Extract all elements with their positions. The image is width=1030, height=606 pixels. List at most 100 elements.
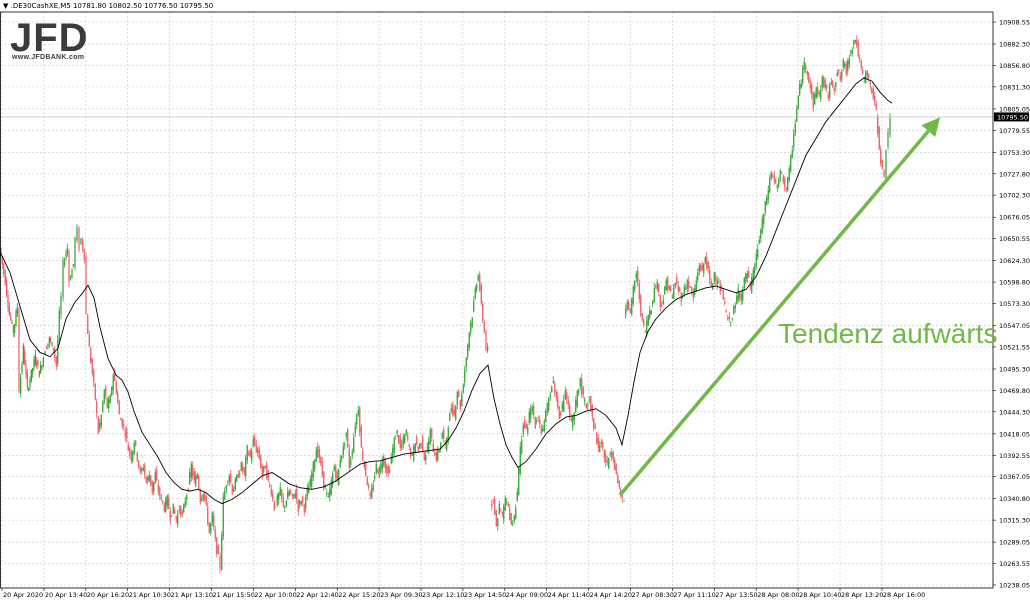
candle-body <box>321 461 323 475</box>
candle-body <box>465 357 467 367</box>
candle-body <box>350 459 352 465</box>
candle-body <box>10 315 12 320</box>
candle-body <box>731 318 733 320</box>
candle-body <box>498 503 500 515</box>
candle-body <box>242 465 244 471</box>
candle-body <box>72 264 74 267</box>
candle-body <box>347 428 349 447</box>
candle-body <box>246 445 248 461</box>
candle-body <box>60 296 62 315</box>
candle-body <box>120 419 122 421</box>
candle-body <box>377 469 379 474</box>
y-tick-label: 10753.30 <box>999 149 1030 157</box>
candle-body <box>231 484 233 495</box>
candle-body <box>405 429 407 435</box>
candle-body <box>157 484 159 492</box>
candle-body <box>649 310 651 318</box>
candle-body <box>575 400 577 412</box>
candle-body <box>806 71 808 75</box>
candle-body <box>558 406 560 419</box>
candle-body <box>854 39 856 42</box>
candle-body <box>44 351 46 355</box>
candle-body <box>443 429 445 440</box>
candle-body <box>371 488 373 498</box>
candle-body <box>82 239 84 250</box>
candle-body <box>387 466 389 474</box>
candle-body <box>305 496 307 508</box>
candle-body <box>860 61 862 68</box>
candle-body <box>285 500 287 506</box>
candle-body <box>844 63 846 67</box>
candle-body <box>208 522 210 534</box>
candle-body <box>495 510 497 526</box>
candle-body <box>494 498 496 515</box>
candle-body <box>599 445 601 452</box>
jfd-logo: JFD www.JFDBANK.com <box>10 18 90 68</box>
candle-body <box>190 464 192 478</box>
candle-body <box>329 488 331 497</box>
candle-body <box>815 87 817 98</box>
grid-lines <box>0 12 993 588</box>
candle-body <box>416 436 418 445</box>
candle-body <box>375 463 377 473</box>
candle-body <box>830 82 832 84</box>
candle-body <box>752 269 754 286</box>
candle-body <box>670 286 672 292</box>
candle-body <box>66 247 68 254</box>
candle-body <box>150 475 152 485</box>
candle-body <box>829 84 831 98</box>
candle-body <box>764 201 766 213</box>
candle-body <box>68 251 70 283</box>
candle-body <box>16 307 18 314</box>
candle-body <box>671 297 673 298</box>
candle-body <box>730 322 732 323</box>
candle-body <box>434 452 436 456</box>
candle-body <box>384 460 386 469</box>
candle-body <box>779 170 781 179</box>
candle-body <box>875 103 877 110</box>
x-tick-label: 27 Apr 13:50 <box>715 591 757 599</box>
candle-body <box>602 441 604 448</box>
candle-body <box>713 272 715 282</box>
candle-body <box>64 262 66 265</box>
candle-body <box>330 480 332 495</box>
candle-body <box>778 178 780 186</box>
candle-body <box>596 432 598 444</box>
candle-body <box>638 283 640 300</box>
candle-body <box>363 461 365 468</box>
current-price-tag <box>994 112 1029 122</box>
y-tick-label: 10727.80 <box>999 170 1030 178</box>
candle-body <box>667 276 669 290</box>
candle-body <box>679 287 681 292</box>
candle-body <box>692 291 694 298</box>
candle-body <box>314 459 316 470</box>
candle-body <box>4 271 6 285</box>
candle-body <box>91 358 93 374</box>
candle-body <box>293 494 295 497</box>
candle-body <box>755 253 757 266</box>
candle-body <box>315 450 317 462</box>
candle-body <box>566 392 568 400</box>
candle-body <box>736 296 738 305</box>
y-tick-label: 10469.80 <box>999 387 1030 395</box>
candle-body <box>833 87 835 91</box>
candle-body <box>369 493 371 496</box>
candle-body <box>634 280 636 290</box>
candle-body <box>576 391 578 407</box>
candle-body <box>230 473 232 483</box>
candle-body <box>404 435 406 444</box>
candlestick-series <box>0 35 891 574</box>
x-tick-label: 21 Apr 15:50 <box>213 591 255 599</box>
candle-body <box>374 475 376 479</box>
y-tick-label: 10779.55 <box>999 127 1030 135</box>
candle-body <box>839 75 841 80</box>
candle-body <box>175 516 177 521</box>
candle-body <box>524 419 526 428</box>
candle-body <box>204 492 206 500</box>
candle-body <box>257 447 259 453</box>
x-tick-label: 20 Apr 16:20 <box>87 591 129 599</box>
candle-body <box>569 405 571 416</box>
candle-body <box>141 468 143 471</box>
candle-body <box>725 310 727 313</box>
candle-body <box>264 466 266 469</box>
